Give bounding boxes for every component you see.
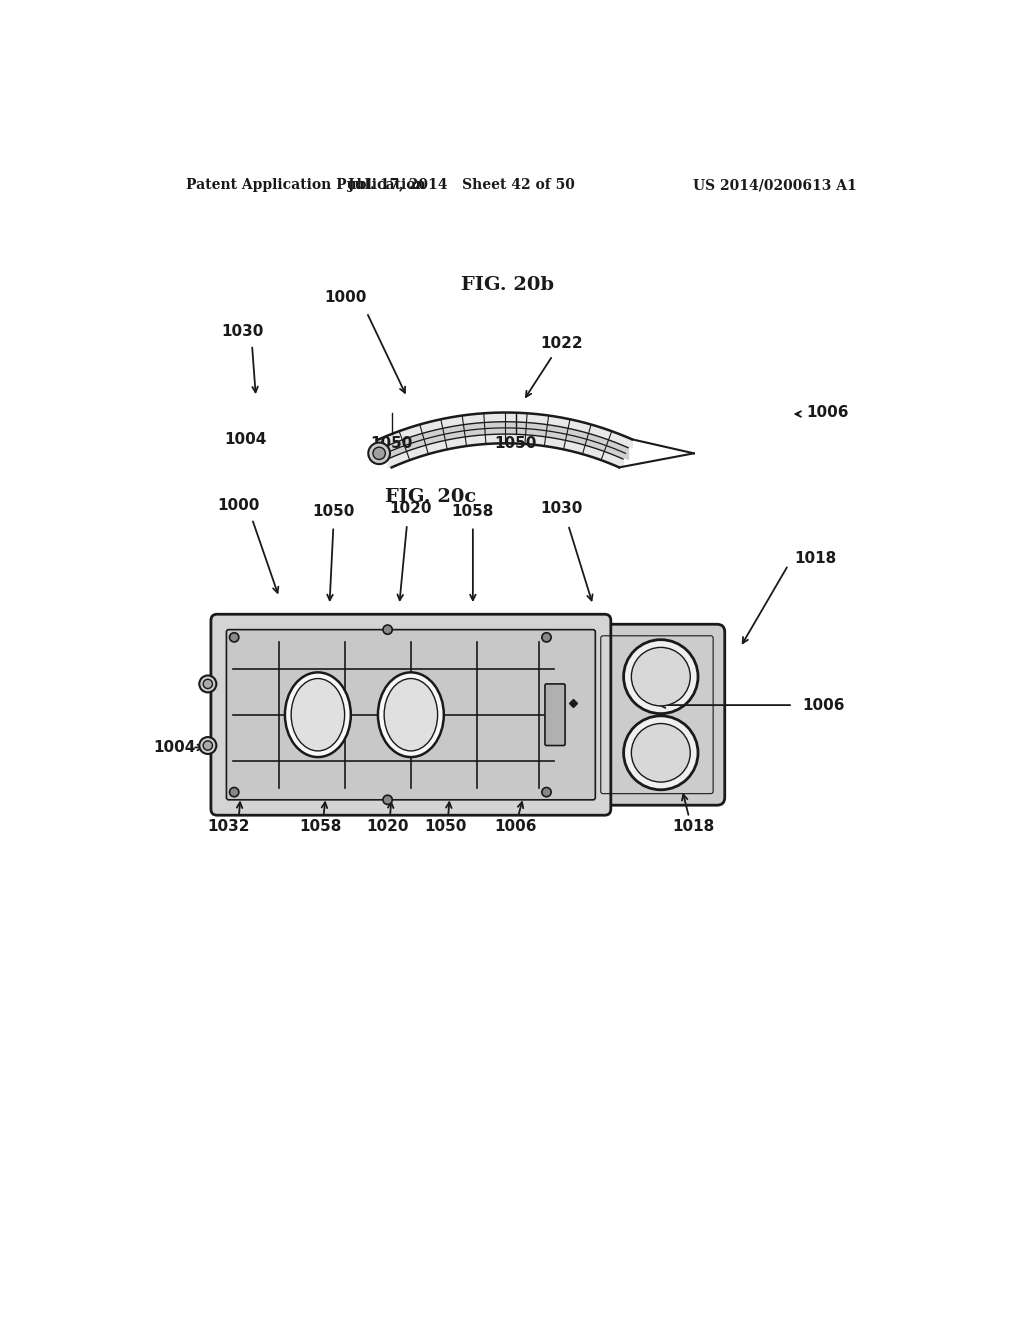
Ellipse shape [285, 672, 351, 758]
Text: 1004: 1004 [224, 432, 267, 447]
Text: FIG. 20b: FIG. 20b [461, 276, 554, 294]
Circle shape [383, 795, 392, 804]
Circle shape [203, 741, 212, 750]
Text: 1006: 1006 [806, 405, 849, 420]
Text: Patent Application Publication: Patent Application Publication [186, 178, 426, 193]
Text: 1022: 1022 [541, 335, 584, 351]
Circle shape [229, 632, 239, 642]
FancyBboxPatch shape [211, 614, 611, 816]
Circle shape [373, 447, 385, 459]
Text: 1004: 1004 [154, 741, 196, 755]
Text: 1018: 1018 [673, 818, 715, 834]
Text: 1058: 1058 [452, 504, 494, 519]
Text: 1050: 1050 [371, 436, 413, 451]
Text: 1020: 1020 [367, 818, 409, 834]
FancyBboxPatch shape [545, 684, 565, 746]
Ellipse shape [378, 672, 443, 758]
Text: 1050: 1050 [425, 818, 467, 834]
Circle shape [624, 715, 698, 789]
Circle shape [542, 788, 551, 797]
Circle shape [542, 632, 551, 642]
Text: 1050: 1050 [495, 436, 537, 451]
Text: 1006: 1006 [802, 697, 845, 713]
Text: 1058: 1058 [299, 818, 341, 834]
Circle shape [624, 640, 698, 714]
Text: 1032: 1032 [208, 818, 250, 834]
Circle shape [203, 680, 212, 689]
Circle shape [200, 676, 216, 693]
Text: 1000: 1000 [324, 289, 367, 305]
Text: 1030: 1030 [221, 325, 264, 339]
Circle shape [200, 737, 216, 754]
FancyBboxPatch shape [589, 624, 725, 805]
Text: 1030: 1030 [541, 502, 584, 516]
Text: 1018: 1018 [795, 552, 837, 566]
Ellipse shape [384, 678, 437, 751]
Ellipse shape [291, 678, 345, 751]
FancyBboxPatch shape [226, 630, 595, 800]
Text: 1006: 1006 [495, 818, 537, 834]
Text: US 2014/0200613 A1: US 2014/0200613 A1 [693, 178, 856, 193]
Text: FIG. 20c: FIG. 20c [385, 488, 476, 506]
Circle shape [369, 442, 390, 465]
Text: 1020: 1020 [389, 502, 432, 516]
Circle shape [383, 626, 392, 635]
Circle shape [632, 723, 690, 781]
Circle shape [632, 647, 690, 706]
Circle shape [229, 788, 239, 797]
Text: 1050: 1050 [312, 504, 354, 519]
Text: 1000: 1000 [218, 498, 260, 512]
Text: Jul. 17, 2014   Sheet 42 of 50: Jul. 17, 2014 Sheet 42 of 50 [348, 178, 574, 193]
